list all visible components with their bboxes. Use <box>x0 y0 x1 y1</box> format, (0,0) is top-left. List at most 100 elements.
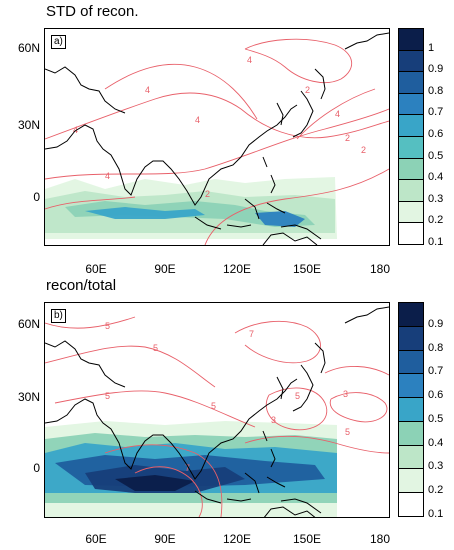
colorbar-swatch <box>398 92 424 116</box>
coastline <box>314 342 326 374</box>
contour-line <box>296 88 376 140</box>
coastline <box>344 306 389 324</box>
contour-line <box>104 63 258 120</box>
colorbar-label: 0.5 <box>428 412 444 425</box>
contour-line <box>244 435 389 454</box>
colorbar-label: 0.3 <box>428 192 444 205</box>
contour-label: 7 <box>185 463 190 473</box>
colorbar-label: 1 <box>428 41 435 54</box>
panel-b-ytick-60n: 60N <box>17 317 40 331</box>
colorbar-swatch <box>398 49 424 73</box>
colorbar-label: 0.6 <box>428 128 444 140</box>
panel-a-tag: a) <box>51 35 66 49</box>
panel-b-plot: 5 5 5 7 7 5 3 3 5 5 <box>45 306 389 517</box>
colorbar-swatch <box>398 397 424 422</box>
panel-b-xtick-90e: 90E <box>154 532 176 546</box>
contour-label: 5 <box>105 391 110 401</box>
colorbar-label: 0.2 <box>428 484 444 497</box>
contour-label: 5 <box>295 391 300 401</box>
contour-label: 2 <box>345 133 350 143</box>
coastline <box>194 198 322 240</box>
contour-label: 4 <box>195 115 200 125</box>
panel-b-xtick-120e: 120E <box>222 532 252 546</box>
panel-b-ytick-30n: 30N <box>17 390 40 404</box>
contour-line <box>329 392 388 423</box>
colorbar-label: 0.3 <box>428 460 444 473</box>
contour-line <box>45 196 136 210</box>
coastline <box>262 232 318 245</box>
colorbar-label: 0.2 <box>428 214 444 227</box>
contour-label: 4 <box>73 125 78 135</box>
panel-b-xtick-180: 180 <box>369 532 391 546</box>
contour-label: 5 <box>345 427 350 437</box>
contour-line <box>45 316 136 329</box>
coastline <box>276 90 314 138</box>
contour-label: 2 <box>361 145 366 155</box>
coastline <box>45 378 298 480</box>
contour-label: 5 <box>105 321 110 331</box>
panel-b-title: recon/total <box>46 277 117 294</box>
colorbar-swatch <box>398 179 424 202</box>
contour-line <box>54 390 256 428</box>
panel-a-ytick-0: 0 <box>33 190 40 204</box>
colorbar-swatch <box>398 157 424 181</box>
shaded-region <box>255 211 305 227</box>
panel-b-tag: b) <box>51 309 66 323</box>
panel-a-map: 4 4 4 4 4 4 2 2 2 2 a) <box>44 28 390 246</box>
colorbar-swatch <box>398 136 424 159</box>
panel-b-xtick-60e: 60E <box>85 532 107 546</box>
colorbar-label: 0.9 <box>428 63 444 76</box>
contour-label: 3 <box>343 389 348 399</box>
colorbar-label: 0.7 <box>428 365 444 378</box>
colorbar-label: 0.9 <box>428 317 444 330</box>
colorbar-swatch <box>398 444 424 470</box>
colorbar-label: 0.4 <box>428 436 444 449</box>
panel-a-xtick-60e: 60E <box>85 262 107 276</box>
contour-line <box>324 365 389 376</box>
colorbar-swatch <box>398 468 424 494</box>
contour-label: 2 <box>305 85 310 95</box>
panel-a-ytick-30n: 30N <box>17 118 40 132</box>
panel-a-plot: 4 4 4 4 4 4 2 2 2 2 <box>45 32 389 245</box>
panel-a-colorbar: 1 0.9 0.8 0.7 0.6 0.5 0.4 0.3 0.2 0.1 <box>398 28 448 248</box>
contour-line <box>45 92 389 140</box>
contour-line <box>234 320 321 364</box>
contour-line <box>204 168 389 245</box>
colorbar-swatch <box>398 349 424 375</box>
contour-label: 5 <box>153 343 158 353</box>
shaded-region <box>115 475 195 491</box>
contour-line <box>134 466 203 517</box>
panel-b-map: 5 5 5 7 7 5 3 3 5 5 b) <box>44 302 390 518</box>
colorbar-label: 0.8 <box>428 341 444 354</box>
contour-label: 7 <box>249 329 254 339</box>
colorbar-swatch <box>398 325 424 351</box>
panel-b-ytick-0: 0 <box>33 461 40 475</box>
coastline <box>344 32 389 50</box>
panel-b-xtick-150e: 150E <box>292 532 322 546</box>
panel-a-xtick-150e: 150E <box>292 262 322 276</box>
coastline <box>45 340 126 388</box>
colorbar-label: 0.8 <box>428 84 444 97</box>
contour-label: 3 <box>271 415 276 425</box>
colorbar-label: 0.5 <box>428 149 444 162</box>
coastline <box>314 68 326 100</box>
contour-line <box>265 387 328 431</box>
contour-label: 4 <box>247 55 252 65</box>
contour-line <box>45 345 216 388</box>
coastline <box>263 506 316 517</box>
colorbar-label: 0.7 <box>428 106 444 119</box>
colorbar-label: 0.6 <box>428 389 444 402</box>
panel-b-colorbar: 0.9 0.8 0.7 0.6 0.5 0.4 0.3 0.2 0.1 <box>398 302 448 520</box>
panel-a-ytick-60n: 60N <box>17 41 40 55</box>
coastline <box>262 430 276 468</box>
colorbar-swatch <box>398 222 424 245</box>
shaded-region <box>85 207 205 219</box>
colorbar-swatch <box>398 302 424 327</box>
coastline <box>194 472 322 514</box>
contour-label: 4 <box>335 109 340 119</box>
coastline <box>45 104 298 206</box>
panel-a-xtick-90e: 90E <box>154 262 176 276</box>
panel-a-title: STD of recon. <box>46 3 139 20</box>
colorbar-label: 0.1 <box>428 508 444 520</box>
colorbar-swatch <box>398 200 424 224</box>
